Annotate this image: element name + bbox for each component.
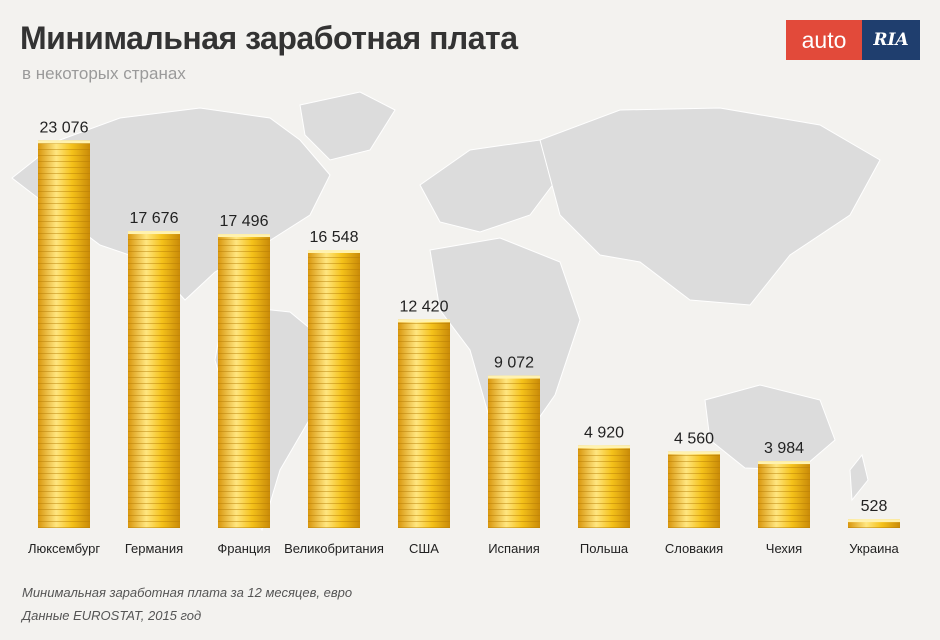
bar <box>668 451 720 528</box>
coin-top <box>848 519 900 523</box>
category-label: Словакия <box>665 541 723 556</box>
value-label: 17 496 <box>220 213 269 230</box>
footnote-units: Минимальная заработная плата за 12 месяц… <box>22 585 353 600</box>
category-label: Франция <box>217 541 270 556</box>
bar <box>218 234 270 528</box>
value-labels: 23 076 17 676 17 496 16 548 12 420 9 072 4 920… <box>40 119 888 515</box>
coin-top <box>488 375 540 379</box>
category-label: Украина <box>849 541 899 556</box>
coin-top <box>758 461 810 465</box>
page-title: Минимальная заработная плата <box>20 20 518 56</box>
coin-ridges <box>668 451 720 528</box>
coin-ridges <box>308 249 360 529</box>
value-label: 16 548 <box>310 229 359 246</box>
coin-ridges <box>128 231 180 528</box>
bar <box>578 445 630 528</box>
value-label: 528 <box>861 498 888 515</box>
coin-ridges <box>758 461 810 528</box>
coin-top <box>308 249 360 253</box>
coin-top <box>128 231 180 235</box>
value-label: 17 676 <box>130 210 179 227</box>
map-new-zealand <box>849 453 869 502</box>
map-europe <box>419 139 561 233</box>
coin-ridges <box>848 519 900 528</box>
coin-top <box>38 140 90 144</box>
value-label: 9 072 <box>494 355 534 372</box>
value-label: 4 920 <box>584 424 624 441</box>
bar <box>488 375 540 528</box>
coin-top <box>218 234 270 238</box>
coin-ridges <box>488 375 540 528</box>
value-label: 4 560 <box>674 430 714 447</box>
coin-top <box>398 319 450 323</box>
category-labels: Люксембург Германия Франция Великобритания С… <box>28 541 900 556</box>
map-asia <box>539 107 881 306</box>
logo-auto-text: auto <box>786 20 862 60</box>
map-australia <box>704 384 836 471</box>
logo-ria-text: RIA <box>862 20 920 60</box>
page-subtitle: в некоторых странах <box>22 64 186 83</box>
coin-ridges <box>218 234 270 528</box>
bar <box>758 461 810 528</box>
category-label: Великобритания <box>284 541 384 556</box>
bar <box>128 231 180 528</box>
category-label: Германия <box>125 541 183 556</box>
bar <box>38 140 90 529</box>
coin-ridges <box>398 319 450 528</box>
coin-ridges <box>578 445 630 528</box>
category-label: Испания <box>488 541 540 556</box>
category-label: Польша <box>580 541 629 556</box>
bar <box>398 319 450 528</box>
category-label: США <box>409 541 439 556</box>
category-label: Люксембург <box>28 541 100 556</box>
bar <box>308 249 360 529</box>
value-label: 23 076 <box>40 119 89 136</box>
coin-ridges <box>38 140 90 529</box>
autoria-logo[interactable]: auto RIA <box>786 20 920 60</box>
coin-top <box>578 445 630 449</box>
footnote-source: Данные EUROSTAT, 2015 год <box>22 608 202 623</box>
bar <box>848 519 900 528</box>
value-label: 3 984 <box>764 440 804 457</box>
coin-top <box>668 451 720 455</box>
map-greenland <box>299 91 396 161</box>
category-label: Чехия <box>766 541 802 556</box>
value-label: 12 420 <box>400 298 449 315</box>
bars <box>38 140 900 529</box>
